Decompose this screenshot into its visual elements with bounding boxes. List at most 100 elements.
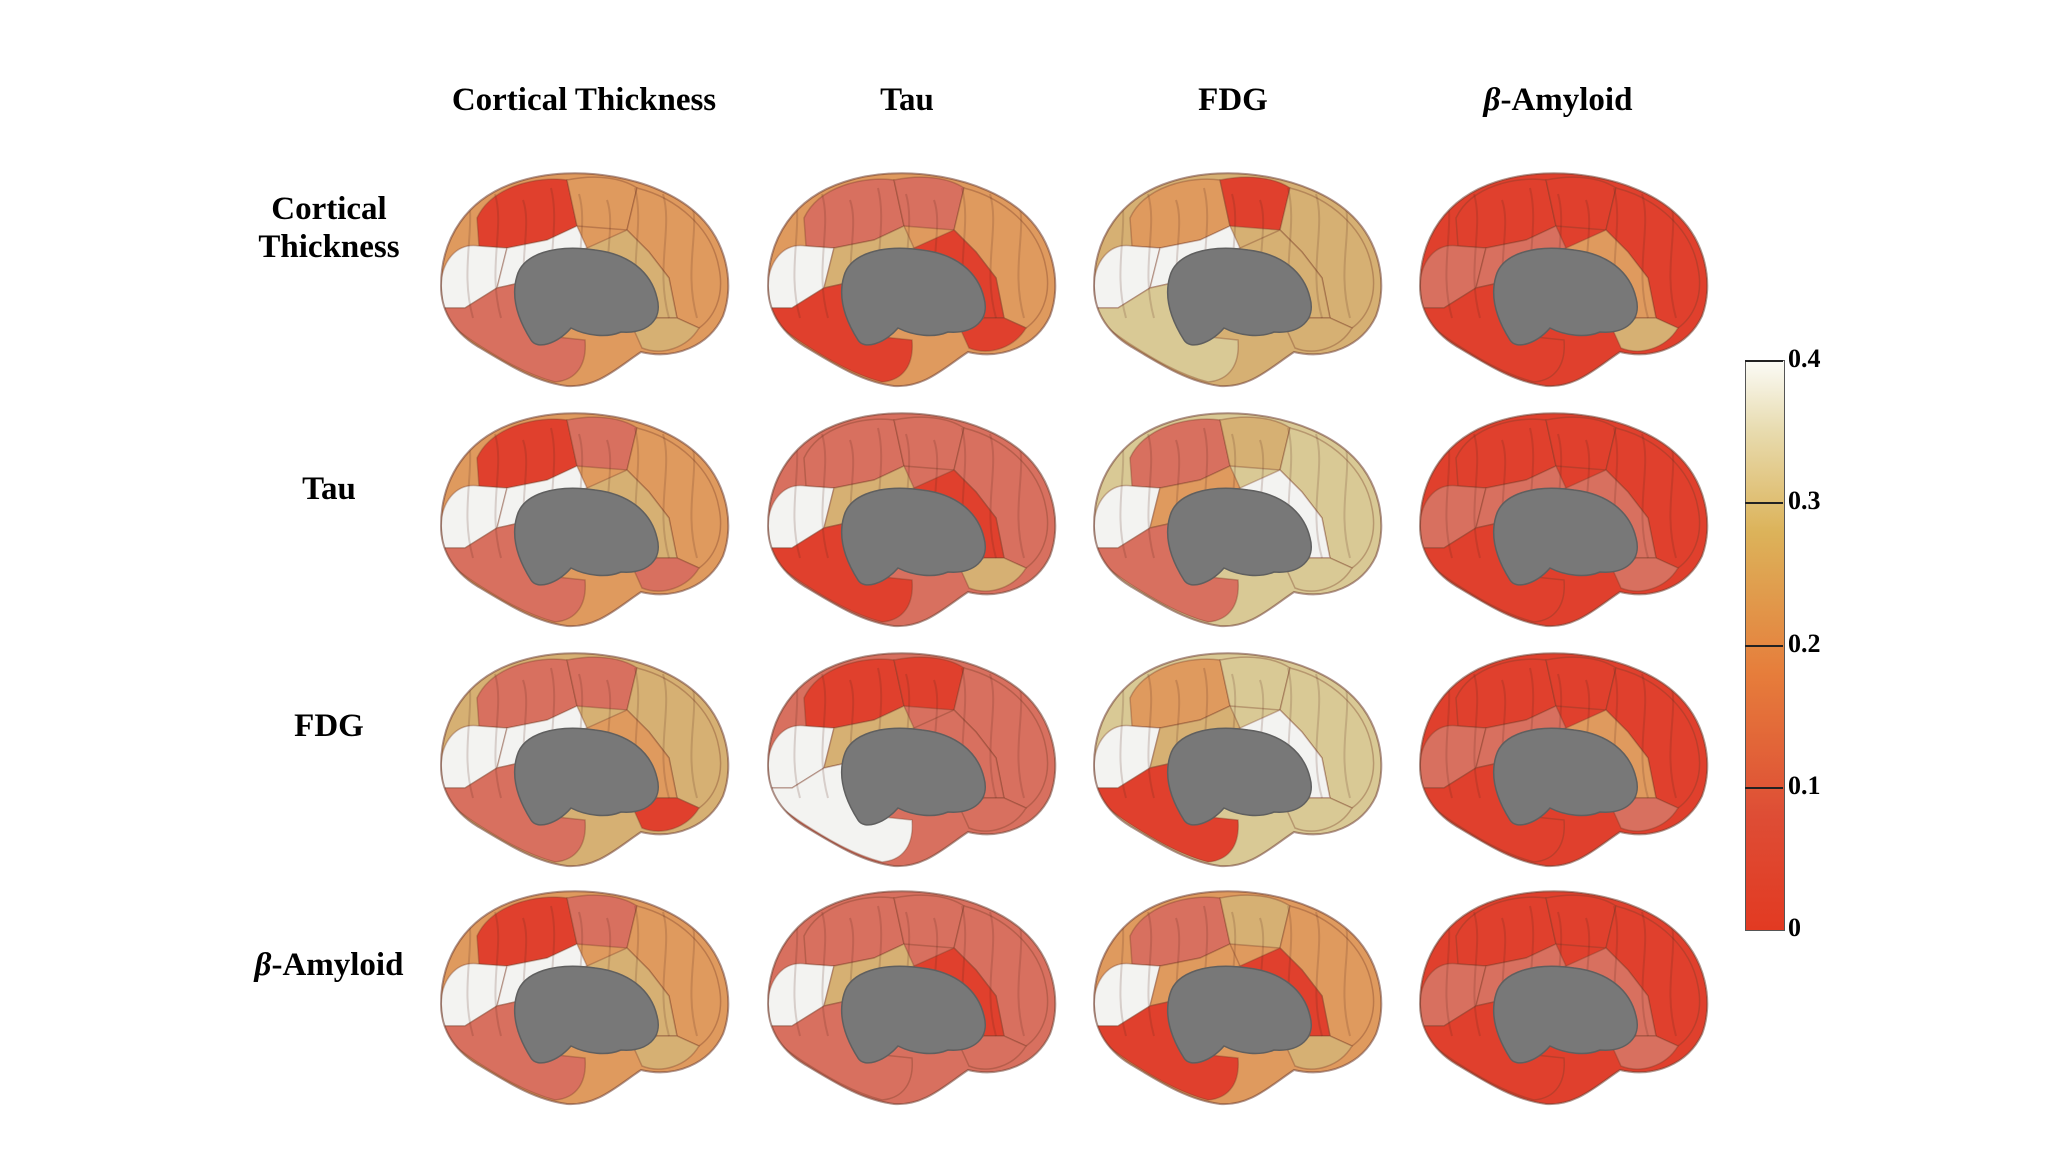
subcortical-gray-region — [840, 247, 986, 346]
gyrus-line — [821, 193, 829, 319]
gyrus-line — [1641, 911, 1649, 1037]
brain-region — [1545, 894, 1617, 949]
brain-map-r4-c3 — [1092, 890, 1383, 1106]
brain-outline — [766, 890, 1057, 1106]
brain-outline — [1418, 652, 1709, 868]
gyrus-line — [1473, 673, 1481, 799]
col-header-amyloid-text: -Amyloid — [1500, 82, 1633, 118]
brain-outline — [1092, 652, 1383, 868]
brain-outline — [1418, 890, 1709, 1106]
brain-map-r3-c2 — [766, 652, 1057, 868]
subcortical-gray-region — [840, 965, 986, 1064]
brain-map-r2-c1 — [439, 412, 730, 628]
brain-map-r1-c1 — [439, 172, 730, 388]
brain-map-r1-c4 — [1418, 172, 1709, 388]
brain-region — [566, 416, 638, 471]
brain-region — [958, 1035, 1028, 1070]
row-header-line1: Cortical — [271, 191, 387, 227]
subcortical-gray-region — [1492, 247, 1638, 346]
gyrus-line — [1147, 673, 1155, 799]
col-header-tau: Tau — [880, 82, 934, 118]
gyrus-line — [1315, 673, 1323, 799]
gyrus-line — [494, 433, 502, 559]
brain-map-r4-c2 — [766, 890, 1057, 1106]
row-header-beta-amyloid: β-Amyloid — [219, 946, 439, 984]
gyrus-line — [989, 433, 997, 559]
subcortical-gray-region — [513, 247, 659, 346]
col-header-fdg: FDG — [1198, 82, 1268, 118]
gyrus-line — [1147, 911, 1155, 1037]
gyrus-line — [1473, 433, 1481, 559]
brain-region — [1219, 656, 1291, 711]
subcortical-gray-region — [513, 727, 659, 826]
brain-map-r2-c3 — [1092, 412, 1383, 628]
brain-outline — [439, 412, 730, 628]
row-header-beta-symbol: β — [254, 947, 272, 983]
gyrus-line — [1147, 193, 1155, 319]
gyrus-line — [1315, 193, 1323, 319]
brain-region — [631, 1035, 701, 1070]
brain-region — [1610, 797, 1680, 832]
subcortical-gray-region — [1492, 965, 1638, 1064]
brain-map-r4-c4 — [1418, 890, 1709, 1106]
brain-outline — [439, 890, 730, 1106]
brain-region — [893, 894, 965, 949]
row-header-line1: FDG — [294, 708, 364, 744]
gyrus-line — [662, 673, 670, 799]
gyrus-line — [821, 433, 829, 559]
gyrus-line — [494, 193, 502, 319]
gyrus-line — [1473, 193, 1481, 319]
brain-region — [893, 416, 965, 471]
colorbar-tick — [1745, 786, 1783, 789]
gyrus-line — [989, 673, 997, 799]
row-header-line1: Tau — [302, 471, 356, 507]
brain-region — [893, 176, 965, 231]
brain-region — [1610, 1035, 1680, 1070]
gyrus-line — [989, 193, 997, 319]
gyrus-line — [662, 911, 670, 1037]
colorbar-tick — [1745, 502, 1783, 505]
colorbar-tick-label: 0.3 — [1788, 486, 1821, 516]
subcortical-gray-region — [840, 487, 986, 586]
gyrus-line — [821, 911, 829, 1037]
row-header-line2: Thickness — [258, 229, 400, 265]
brain-region — [1284, 317, 1354, 352]
brain-region — [631, 797, 701, 832]
brain-map-r2-c2 — [766, 412, 1057, 628]
brain-map-r3-c1 — [439, 652, 730, 868]
brain-region — [566, 176, 638, 231]
brain-region — [958, 557, 1028, 592]
brain-map-r1-c3 — [1092, 172, 1383, 388]
subcortical-gray-region — [840, 727, 986, 826]
gyrus-line — [1315, 911, 1323, 1037]
gyrus-line — [494, 673, 502, 799]
colorbar-tick — [1745, 360, 1783, 362]
brain-region — [1545, 416, 1617, 471]
brain-outline — [1092, 890, 1383, 1106]
subcortical-gray-region — [1492, 727, 1638, 826]
subcortical-gray-region — [1166, 965, 1312, 1064]
gyrus-line — [662, 433, 670, 559]
colorbar-tick-label: 0.1 — [1788, 770, 1821, 800]
row-header-fdg: FDG — [219, 707, 439, 745]
brain-region — [958, 317, 1028, 352]
row-header-tau: Tau — [219, 470, 439, 508]
row-header-cortical-thickness: Cortical Thickness — [219, 190, 439, 266]
colorbar-tick-label: 0 — [1788, 913, 1801, 942]
gyrus-line — [494, 911, 502, 1037]
colorbar-tick — [1745, 644, 1783, 647]
brain-region — [1610, 317, 1680, 352]
subcortical-gray-region — [1166, 487, 1312, 586]
brain-region — [1610, 557, 1680, 592]
gyrus-line — [1641, 193, 1649, 319]
gyrus-line — [1315, 433, 1323, 559]
brain-outline — [766, 172, 1057, 388]
gyrus-line — [1641, 673, 1649, 799]
subcortical-gray-region — [1166, 247, 1312, 346]
brain-outline — [1418, 412, 1709, 628]
brain-outline — [439, 172, 730, 388]
brain-region — [631, 317, 701, 352]
colorbar-tick-label: 0.4 — [1788, 344, 1821, 373]
brain-region — [1284, 797, 1354, 832]
col-header-cortical-thickness: Cortical Thickness — [451, 82, 717, 118]
